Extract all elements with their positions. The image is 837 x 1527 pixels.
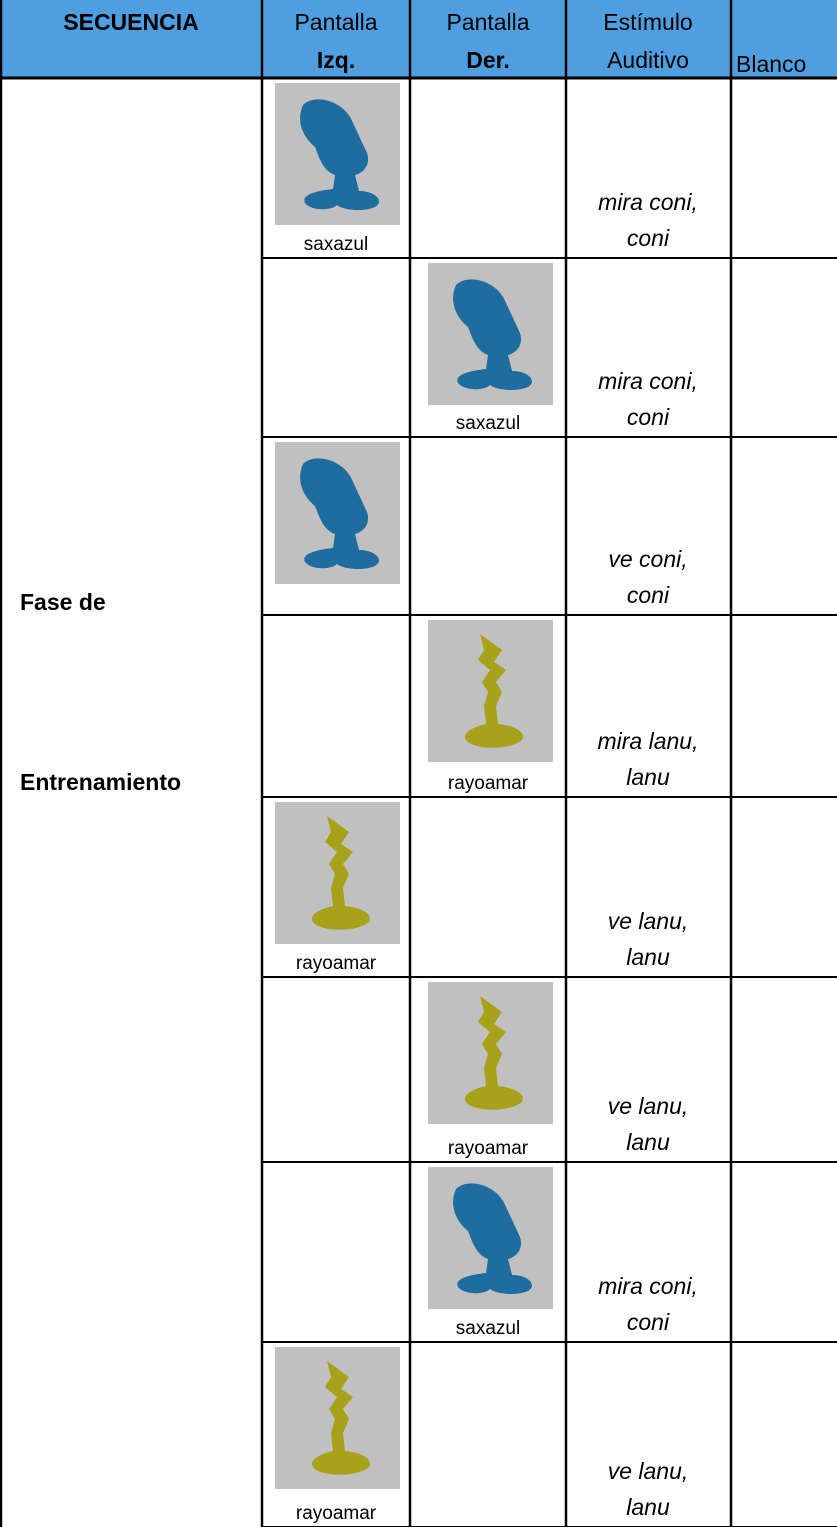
stimulus-text: coni	[627, 1309, 670, 1335]
stimulus-text: lanu	[626, 764, 670, 790]
header-background	[0, 0, 837, 78]
figure-image	[428, 1167, 553, 1309]
header-cell: Blanco	[736, 51, 806, 77]
stimulus-text: ve lanu,	[608, 908, 689, 934]
figure-shape	[300, 458, 380, 570]
figure-shape	[464, 996, 523, 1110]
header-cell: Pantalla	[446, 9, 529, 35]
image-label: rayoamar	[296, 1503, 377, 1524]
stimulus-text: ve lanu,	[608, 1093, 689, 1119]
stimulus-text: coni	[627, 404, 670, 430]
stimulus-text: ve coni,	[608, 546, 687, 572]
figure-image	[428, 982, 553, 1124]
figure-shape	[464, 634, 523, 748]
header-cell: Der.	[466, 47, 509, 73]
stimulus-text: lanu	[626, 1494, 670, 1520]
header-cell: Estímulo	[603, 9, 692, 35]
stimulus-text: lanu	[626, 1129, 670, 1155]
header-cell: Auditivo	[607, 47, 689, 73]
image-label: saxazul	[304, 234, 368, 255]
image-label: saxazul	[456, 413, 520, 434]
figure-image	[428, 263, 553, 405]
figure-shape	[453, 1183, 533, 1295]
stimulus-text: mira lanu,	[598, 728, 699, 754]
header-cell: SECUENCIA	[63, 9, 198, 35]
figure-image	[275, 1347, 400, 1489]
stimulus-text: mira coni,	[598, 368, 698, 394]
figure-shape	[311, 816, 370, 930]
figure-shape	[311, 1361, 370, 1475]
stimulus-text: lanu	[626, 944, 670, 970]
figure-image	[275, 802, 400, 944]
image-label: rayoamar	[448, 773, 529, 794]
header-cell: Pantalla	[294, 9, 377, 35]
figure-image	[275, 442, 400, 584]
image-label: rayoamar	[448, 1138, 529, 1159]
stimulus-text: coni	[627, 582, 670, 608]
figure-shape	[300, 99, 380, 211]
image-label: saxazul	[456, 1318, 520, 1339]
stimulus-text: coni	[627, 225, 670, 251]
phase-label: Fase de	[20, 589, 106, 615]
stimulus-text: mira coni,	[598, 1273, 698, 1299]
header-cell: Izq.	[317, 47, 355, 73]
image-label: rayoamar	[296, 953, 377, 974]
stimulus-text: ve lanu,	[608, 1458, 689, 1484]
phase-label: Entrenamiento	[20, 769, 181, 795]
figure-image	[428, 620, 553, 762]
stimulus-text: mira coni,	[598, 189, 698, 215]
figure-image	[275, 83, 400, 225]
figure-shape	[453, 279, 533, 391]
